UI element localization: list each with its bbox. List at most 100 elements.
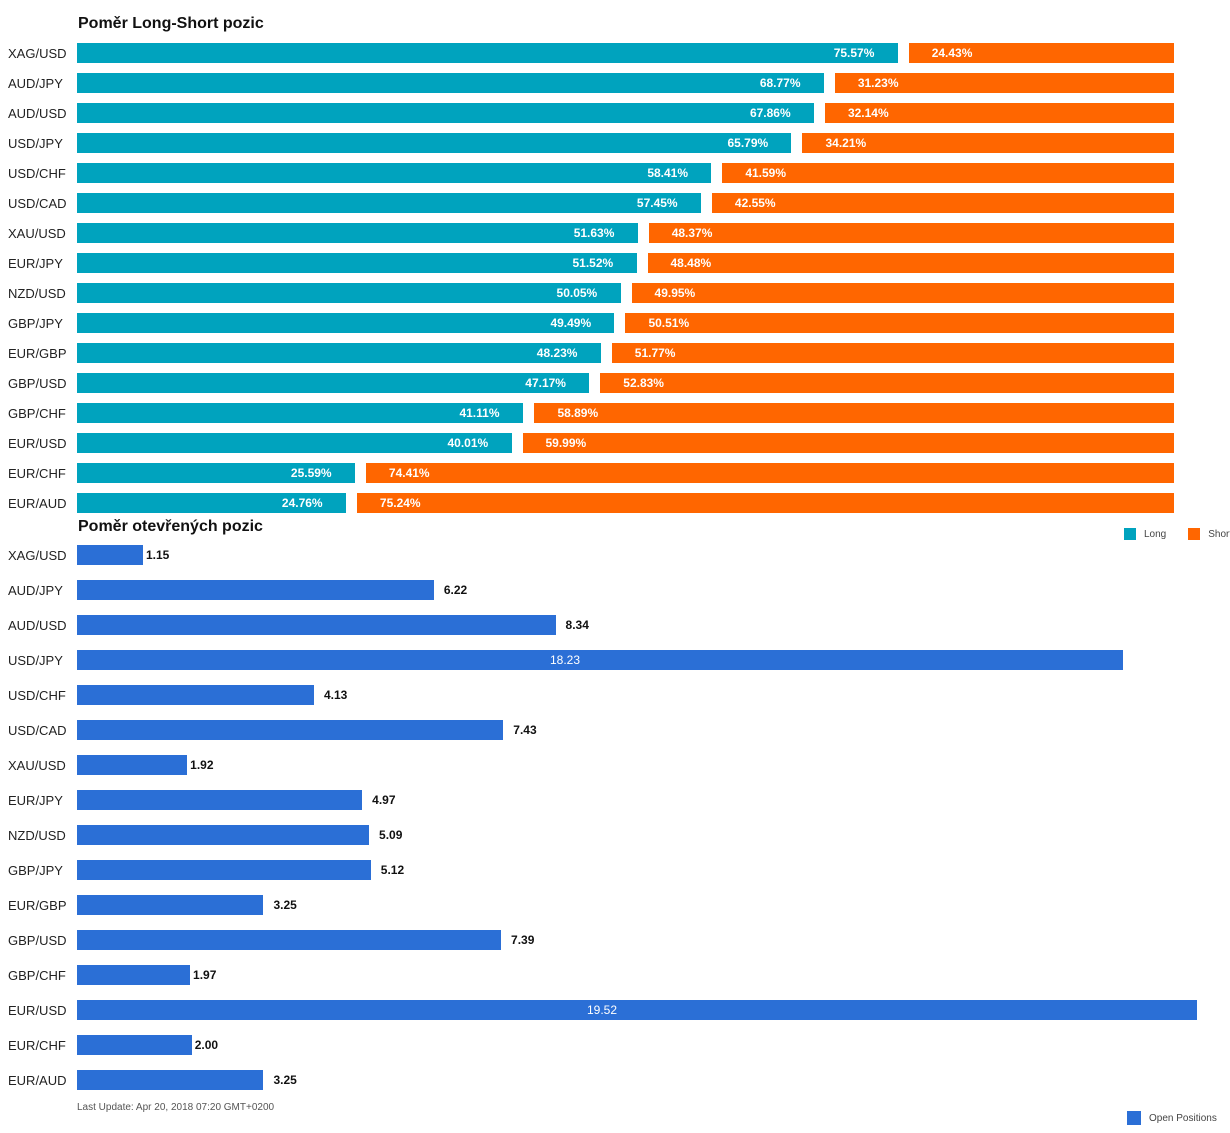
long-bar-usd-chf — [77, 163, 712, 183]
short-value-eur-jpy: 48.48% — [670, 256, 712, 270]
short-bar-eur-aud — [356, 493, 1174, 513]
long-bar-aud-jpy — [77, 73, 824, 93]
long-bar-eur-aud — [77, 493, 346, 513]
long-bar-eur-gbp — [77, 343, 601, 363]
long-value-nzd-usd: 50.05% — [556, 286, 598, 300]
long-value-eur-usd: 40.01% — [447, 436, 489, 450]
short-bar-usd-jpy — [802, 133, 1174, 153]
long-bar-eur-usd — [77, 433, 512, 453]
short-value-usd-chf: 41.59% — [745, 166, 787, 180]
long-value-eur-chf: 25.59% — [290, 466, 332, 480]
op-row-label-eur-aud: EUR/AUD — [8, 1073, 67, 1088]
open-value-usd-cad: 7.43 — [513, 723, 537, 737]
short-bar-gbp-jpy — [625, 313, 1174, 333]
long-short-legend: Long Short — [1124, 528, 1230, 540]
op-row-label-eur-gbp: EUR/GBP — [8, 898, 67, 913]
open-bar-nzd-usd — [77, 825, 370, 845]
short-bar-eur-gbp — [611, 343, 1174, 363]
ls-row-label-gbp-jpy: GBP/JPY — [8, 316, 63, 331]
ls-row-label-eur-jpy: EUR/JPY — [8, 256, 63, 271]
long-value-aud-jpy: 68.77% — [759, 76, 801, 90]
short-bar-eur-jpy — [647, 253, 1174, 273]
short-bar-eur-chf — [365, 463, 1174, 483]
ls-row-label-aud-jpy: AUD/JPY — [8, 76, 63, 91]
legend-open-positions-label: Open Positions — [1149, 1112, 1217, 1124]
short-value-usd-jpy: 34.21% — [825, 136, 867, 150]
ls-row-label-eur-gbp: EUR/GBP — [8, 346, 67, 361]
long-bar-nzd-usd — [77, 283, 621, 303]
open-value-gbp-jpy: 5.12 — [380, 863, 405, 877]
open-bar-eur-chf — [77, 1035, 192, 1055]
ls-row-label-xau-usd: XAU/USD — [8, 226, 66, 241]
open-value-eur-gbp: 3.25 — [273, 898, 297, 912]
legend-long-label: Long — [1144, 528, 1167, 540]
op-row-label-eur-chf: EUR/CHF — [8, 1038, 66, 1053]
long-bar-eur-chf — [77, 463, 355, 483]
op-row-label-usd-cad: USD/CAD — [8, 723, 67, 738]
op-row-label-aud-jpy: AUD/JPY — [8, 583, 63, 598]
open-bar-aud-usd — [77, 615, 556, 635]
short-bar-aud-jpy — [834, 73, 1174, 93]
op-row-label-usd-jpy: USD/JPY — [8, 653, 63, 668]
open-bar-eur-usd — [77, 1000, 1197, 1020]
short-bar-usd-cad — [711, 193, 1174, 213]
long-value-aud-usd: 67.86% — [749, 106, 791, 120]
short-value-gbp-jpy: 50.51% — [648, 316, 690, 330]
long-bar-aud-usd — [77, 103, 814, 123]
op-row-label-eur-usd: EUR/USD — [8, 1003, 67, 1018]
short-value-gbp-usd: 52.83% — [623, 376, 664, 390]
open-positions-chart-title: Poměr otevřených pozic — [78, 518, 263, 535]
open-bar-gbp-chf — [77, 965, 191, 985]
op-row-label-gbp-jpy: GBP/JPY — [8, 863, 63, 878]
open-value-gbp-usd: 7.39 — [511, 933, 535, 947]
op-row-label-eur-jpy: EUR/JPY — [8, 793, 63, 808]
legend-short-swatch — [1188, 528, 1201, 540]
legend-long-swatch — [1124, 528, 1136, 540]
short-value-usd-cad: 42.55% — [734, 196, 776, 210]
last-update-text: Last Update: Apr 20, 2018 07:20 GMT+0200 — [77, 1102, 275, 1113]
op-row-label-aud-usd: AUD/USD — [8, 618, 67, 633]
short-value-eur-chf: 74.41% — [388, 466, 430, 480]
ls-row-label-eur-chf: EUR/CHF — [8, 466, 66, 481]
ls-row-label-nzd-usd: NZD/USD — [8, 286, 66, 301]
open-value-eur-aud: 3.25 — [273, 1073, 297, 1087]
long-bar-gbp-usd — [77, 373, 590, 393]
short-bar-gbp-chf — [534, 403, 1174, 423]
open-bar-gbp-usd — [77, 930, 502, 950]
short-bar-eur-usd — [522, 433, 1174, 453]
long-bar-usd-cad — [77, 193, 701, 213]
long-short-chart-title: Poměr Long-Short pozic — [78, 15, 264, 32]
short-bar-xau-usd — [648, 223, 1174, 243]
short-value-aud-usd: 32.14% — [847, 106, 889, 120]
open-value-xag-usd: 1.15 — [145, 548, 170, 562]
long-bar-eur-jpy — [77, 253, 637, 273]
short-bar-aud-usd — [824, 103, 1174, 123]
open-bar-usd-cad — [77, 720, 504, 740]
short-bar-nzd-usd — [631, 283, 1174, 303]
short-value-aud-jpy: 31.23% — [857, 76, 899, 90]
long-value-gbp-jpy: 49.49% — [550, 316, 592, 330]
op-row-label-gbp-usd: GBP/USD — [8, 933, 67, 948]
ls-row-label-aud-usd: AUD/USD — [8, 106, 67, 121]
open-bar-eur-aud — [77, 1070, 264, 1090]
open-value-aud-usd: 8.34 — [565, 618, 589, 632]
ls-row-label-gbp-usd: GBP/USD — [8, 376, 67, 391]
long-bar-xag-usd — [77, 43, 898, 63]
op-row-label-xag-usd: XAG/USD — [8, 548, 67, 563]
op-row-label-usd-chf: USD/CHF — [8, 688, 66, 703]
short-value-eur-aud: 75.24% — [379, 496, 421, 510]
long-value-eur-jpy: 51.52% — [572, 256, 614, 270]
open-value-eur-chf: 2.00 — [194, 1038, 219, 1052]
long-value-usd-jpy: 65.79% — [727, 136, 769, 150]
open-bar-aud-jpy — [77, 580, 434, 600]
short-value-eur-gbp: 51.77% — [634, 346, 676, 360]
legend-open-positions-swatch — [1127, 1111, 1141, 1125]
long-bar-gbp-jpy — [77, 313, 615, 333]
open-value-usd-chf: 4.13 — [323, 688, 348, 702]
short-bar-gbp-usd — [600, 373, 1174, 393]
open-bar-xag-usd — [77, 545, 143, 565]
long-bar-usd-jpy — [77, 133, 792, 153]
open-bar-xau-usd — [77, 755, 188, 775]
short-bar-xag-usd — [908, 43, 1174, 63]
long-value-eur-aud: 24.76% — [281, 496, 323, 510]
